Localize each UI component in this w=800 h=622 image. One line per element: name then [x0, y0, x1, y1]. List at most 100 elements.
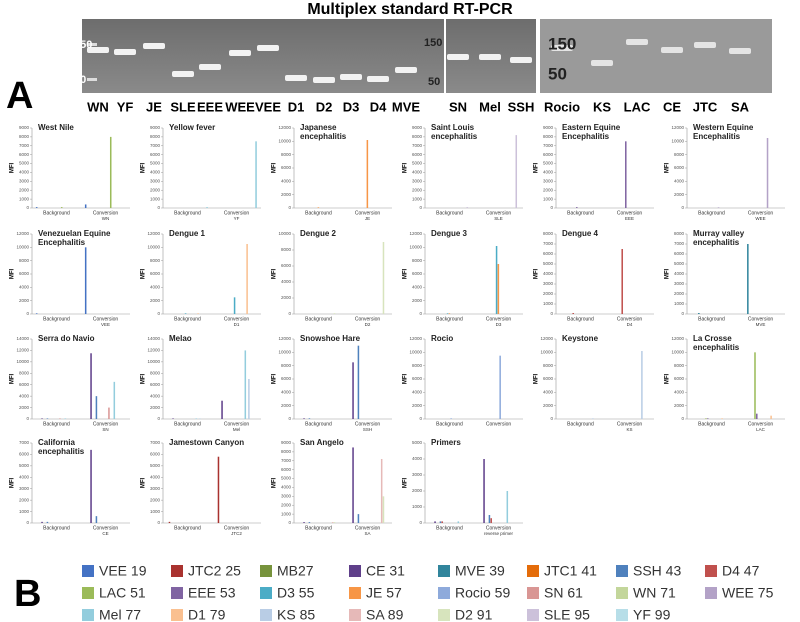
bar: [499, 355, 501, 419]
y-tick-label: 6000: [674, 376, 685, 381]
x-tick-label: Background: [698, 316, 725, 322]
y-tick-label: 6000: [281, 165, 292, 170]
bar: [217, 456, 220, 523]
y-tick-label: 7000: [150, 440, 161, 445]
legend-label: SN 61: [544, 585, 583, 601]
x-tick-label: Conversion: [748, 210, 774, 216]
y-tick-label: 2000: [674, 403, 685, 408]
y-tick-label: 0: [157, 205, 160, 210]
legend-swatch: [527, 587, 539, 599]
y-tick-label: 8000: [281, 247, 292, 252]
bar: [707, 418, 709, 419]
y-tick-label: 1000: [19, 196, 30, 201]
y-axis-label: MFI: [403, 163, 409, 174]
chart-title: Japanese encephalitis: [300, 123, 347, 141]
y-tick-label: 6000: [412, 376, 423, 381]
legend-swatch: [171, 587, 183, 599]
chart-title: Murray valley encephalitis: [693, 229, 745, 247]
y-tick-label: 2000: [412, 403, 423, 408]
y-tick-label: 4000: [281, 485, 292, 490]
bar: [495, 246, 498, 314]
bar: [195, 418, 198, 419]
x-tick-label: Background: [43, 210, 70, 216]
y-tick-label: 10000: [671, 350, 684, 355]
legend-swatch: [171, 565, 183, 577]
x-tick-label: Conversion: [93, 421, 119, 427]
gel-panel: [82, 19, 444, 93]
chart-title: Snowshoe Hare: [300, 334, 361, 343]
y-axis-label: MFI: [534, 269, 540, 280]
y-tick-label: 12000: [16, 348, 29, 353]
legend-swatch: [438, 565, 450, 577]
y-tick-label: 4000: [412, 170, 423, 175]
x-tick-label: Conversion: [224, 316, 250, 322]
y-tick-label: 2000: [19, 497, 30, 502]
bar: [333, 522, 336, 523]
y-tick-label: 8000: [19, 370, 30, 375]
x-sub-label: JTC2: [231, 531, 242, 536]
x-tick-label: Background: [305, 525, 332, 531]
bar: [506, 491, 509, 523]
legend-swatch: [616, 565, 628, 577]
bar: [35, 313, 38, 314]
gel-band: [340, 74, 362, 80]
y-tick-label: 10000: [671, 139, 684, 144]
legend-swatch: [438, 587, 450, 599]
y-tick-label: 5000: [543, 261, 554, 266]
x-tick-label: Background: [305, 210, 332, 216]
chart-title: Melao: [169, 334, 192, 343]
x-tick-label: Conversion: [486, 316, 512, 322]
y-tick-label: 3000: [674, 281, 685, 286]
y-tick-label: 4000: [281, 279, 292, 284]
bar: [450, 418, 452, 419]
y-tick-label: 0: [419, 520, 422, 525]
y-tick-label: 5000: [412, 440, 423, 445]
y-tick-label: 3000: [543, 281, 554, 286]
bar: [441, 521, 443, 523]
x-tick-label: Background: [43, 525, 70, 531]
y-tick-label: 0: [288, 311, 291, 316]
legend-label: WEE 75: [722, 585, 774, 601]
y-tick-label: 12000: [147, 348, 160, 353]
y-tick-label: 2000: [19, 405, 30, 410]
x-tick-label: Conversion: [486, 421, 512, 427]
y-tick-label: 8000: [150, 134, 161, 139]
x-tick-label: Conversion: [486, 525, 512, 531]
y-tick-label: 0: [26, 520, 29, 525]
marker-label: 50: [74, 74, 86, 86]
y-tick-label: 0: [26, 416, 29, 421]
y-tick-label: 12000: [409, 336, 422, 341]
y-axis-label: MFI: [665, 163, 671, 174]
bar: [754, 352, 756, 419]
y-tick-label: 6000: [150, 152, 161, 157]
lane-label: WEE: [225, 99, 255, 114]
y-tick-label: 7000: [543, 241, 554, 246]
legend-swatch: [616, 609, 628, 621]
y-tick-label: 2000: [674, 192, 685, 197]
x-tick-label: Background: [436, 210, 463, 216]
x-tick-label: Conversion: [93, 525, 119, 531]
legend-label: MB27: [277, 563, 314, 579]
x-sub-label: D4: [627, 322, 633, 327]
y-tick-label: 5000: [150, 161, 161, 166]
bar: [576, 207, 578, 208]
y-tick-label: 4000: [543, 390, 554, 395]
bar: [184, 313, 187, 314]
y-tick-label: 4000: [674, 271, 685, 276]
bar: [172, 418, 174, 419]
y-tick-label: 4000: [150, 393, 161, 398]
x-tick-label: Background: [436, 421, 463, 427]
x-sub-label: SA: [364, 531, 370, 536]
x-sub-label: Mel: [233, 427, 240, 432]
y-tick-label: 3000: [281, 494, 292, 499]
y-tick-label: 2000: [150, 298, 161, 303]
bar: [197, 313, 199, 314]
legend-swatch: [82, 565, 94, 577]
legend-swatch: [438, 609, 450, 621]
y-tick-label: 8000: [19, 134, 30, 139]
legend-label: SLE 95: [544, 607, 590, 622]
y-axis-label: MFI: [403, 374, 409, 385]
bar: [747, 244, 749, 314]
bar: [698, 313, 700, 314]
chart-title: Yellow fever: [169, 123, 216, 132]
